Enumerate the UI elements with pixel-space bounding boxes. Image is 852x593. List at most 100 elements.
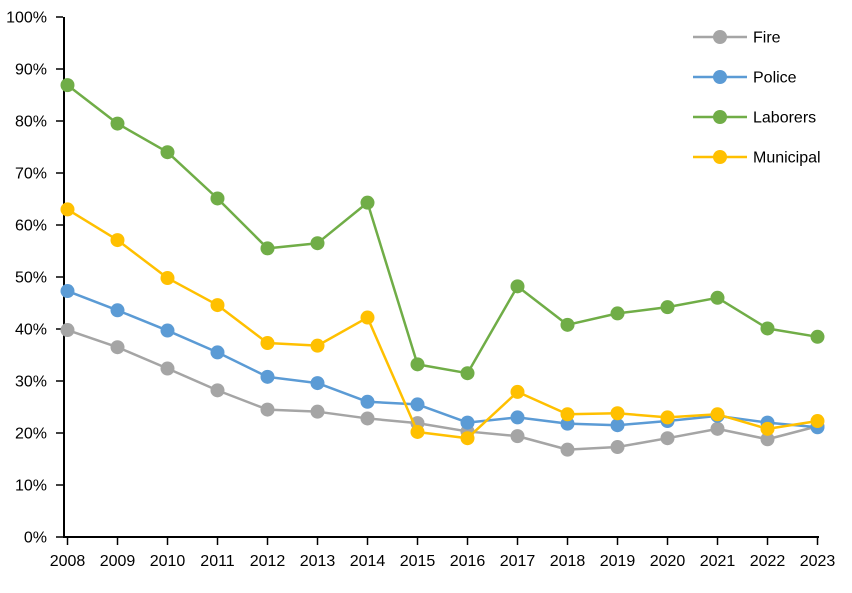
point-fire-2022 bbox=[760, 432, 775, 447]
x-tick-label: 2021 bbox=[700, 553, 736, 570]
legend-marker-laborers bbox=[713, 110, 727, 124]
point-police-2015 bbox=[410, 397, 425, 412]
x-tick-label: 2017 bbox=[500, 553, 536, 570]
point-laborers-2016 bbox=[460, 366, 475, 381]
x-tick-label: 2019 bbox=[600, 553, 636, 570]
y-tick-label: 40% bbox=[15, 322, 47, 339]
point-municipal-2015 bbox=[410, 424, 425, 439]
point-police-2014 bbox=[360, 394, 375, 409]
legend-label-fire: Fire bbox=[753, 30, 781, 47]
x-tick-label: 2015 bbox=[400, 553, 436, 570]
y-tick-label: 20% bbox=[15, 426, 47, 443]
point-municipal-2020 bbox=[660, 410, 675, 425]
point-municipal-2016 bbox=[460, 431, 475, 446]
point-laborers-2015 bbox=[410, 357, 425, 372]
series-line-fire bbox=[67, 328, 818, 451]
point-municipal-2011 bbox=[210, 298, 225, 313]
series-line-police bbox=[67, 289, 818, 429]
legend-item-municipal: Municipal bbox=[693, 150, 821, 167]
point-municipal-2019 bbox=[610, 406, 625, 421]
point-laborers-2021 bbox=[710, 290, 725, 305]
y-tick-label: 0% bbox=[24, 530, 47, 547]
point-laborers-2012 bbox=[260, 241, 275, 256]
point-municipal-2014 bbox=[360, 310, 375, 325]
point-laborers-2023 bbox=[810, 329, 825, 344]
legend-item-fire: Fire bbox=[693, 30, 781, 47]
point-laborers-2011 bbox=[210, 191, 225, 206]
series-line-municipal bbox=[66, 208, 818, 440]
point-fire-2018 bbox=[560, 442, 575, 457]
point-municipal-2017 bbox=[510, 384, 525, 399]
point-fire-2009 bbox=[110, 340, 125, 355]
x-tick-label: 2010 bbox=[150, 553, 186, 570]
legend-label-police: Police bbox=[753, 70, 797, 87]
point-municipal-2013 bbox=[310, 338, 325, 353]
point-laborers-2019 bbox=[610, 306, 625, 321]
point-municipal-2018 bbox=[560, 407, 575, 422]
series-fire bbox=[60, 323, 825, 457]
point-police-2019 bbox=[610, 418, 625, 433]
point-fire-2017 bbox=[510, 429, 525, 444]
point-police-2013 bbox=[310, 376, 325, 391]
point-fire-2013 bbox=[310, 404, 325, 419]
point-fire-2008 bbox=[60, 323, 75, 338]
y-tick-label: 70% bbox=[15, 166, 47, 183]
legend-label-municipal: Municipal bbox=[753, 150, 821, 167]
x-tick-label: 2011 bbox=[200, 553, 235, 570]
point-laborers-2018 bbox=[560, 317, 575, 332]
y-tick-label: 100% bbox=[6, 10, 47, 27]
legend-label-laborers: Laborers bbox=[753, 110, 816, 127]
point-laborers-2009 bbox=[110, 116, 125, 131]
legend-marker-municipal bbox=[713, 150, 727, 164]
point-laborers-2013 bbox=[310, 236, 325, 251]
point-fire-2020 bbox=[660, 431, 675, 446]
point-fire-2011 bbox=[210, 383, 225, 398]
y-tick-label: 50% bbox=[15, 270, 47, 287]
point-laborers-2020 bbox=[660, 300, 675, 315]
legend-item-police: Police bbox=[693, 70, 797, 87]
x-tick-label: 2016 bbox=[450, 553, 486, 570]
point-fire-2010 bbox=[160, 361, 175, 376]
point-police-2008 bbox=[60, 284, 75, 299]
x-tick-label: 2013 bbox=[300, 553, 336, 570]
point-fire-2019 bbox=[610, 440, 625, 455]
point-laborers-2017 bbox=[510, 279, 525, 294]
legend-marker-fire bbox=[713, 30, 727, 44]
point-police-2011 bbox=[210, 345, 225, 360]
series-line-laborers bbox=[66, 84, 818, 375]
point-laborers-2014 bbox=[360, 195, 375, 210]
x-tick-label: 2023 bbox=[800, 553, 836, 570]
point-municipal-2021 bbox=[710, 407, 725, 422]
x-tick-label: 2014 bbox=[350, 553, 386, 570]
point-municipal-2023 bbox=[810, 414, 825, 429]
point-laborers-2010 bbox=[160, 145, 175, 160]
point-police-2016 bbox=[460, 415, 475, 430]
point-laborers-2008 bbox=[60, 78, 75, 93]
x-tick-label: 2018 bbox=[550, 553, 586, 570]
series-police bbox=[60, 284, 825, 435]
x-tick-label: 2009 bbox=[100, 553, 136, 570]
y-tick-label: 10% bbox=[15, 478, 47, 495]
y-tick-label: 80% bbox=[15, 114, 47, 131]
x-tick-label: 2020 bbox=[650, 553, 686, 570]
legend-marker-police bbox=[713, 70, 727, 84]
y-tick-label: 30% bbox=[15, 374, 47, 391]
point-laborers-2022 bbox=[760, 321, 775, 336]
x-tick-label: 2012 bbox=[250, 553, 286, 570]
point-fire-2012 bbox=[260, 402, 275, 417]
series-municipal bbox=[60, 202, 825, 446]
point-municipal-2010 bbox=[160, 271, 175, 286]
point-fire-2021 bbox=[710, 421, 725, 436]
point-police-2012 bbox=[260, 369, 275, 384]
y-tick-label: 90% bbox=[15, 62, 47, 79]
point-municipal-2012 bbox=[260, 336, 275, 351]
x-tick-label: 2008 bbox=[50, 553, 86, 570]
point-fire-2014 bbox=[360, 411, 375, 426]
series-laborers bbox=[60, 78, 825, 381]
point-municipal-2008 bbox=[60, 202, 75, 217]
point-municipal-2022 bbox=[760, 421, 775, 436]
x-tick-label: 2022 bbox=[750, 553, 786, 570]
point-police-2010 bbox=[160, 323, 175, 338]
